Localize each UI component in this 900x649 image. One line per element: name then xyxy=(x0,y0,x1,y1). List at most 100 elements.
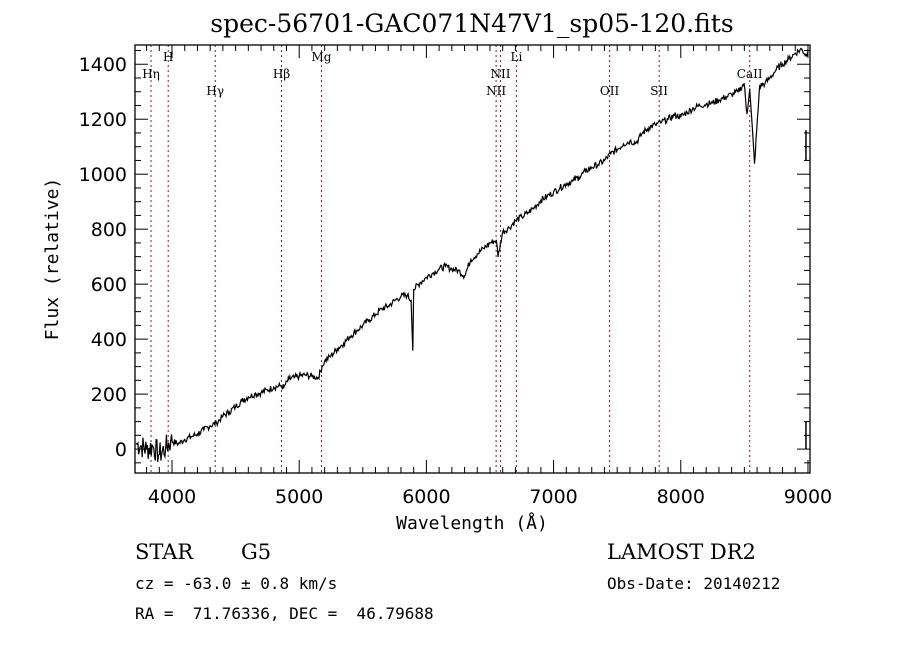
object-class: STAR xyxy=(135,540,194,564)
data-point xyxy=(288,378,290,380)
data-point xyxy=(508,227,510,229)
data-point xyxy=(311,375,313,377)
data-point xyxy=(753,162,756,164)
data-point xyxy=(387,305,389,307)
spectral-line-label: SII xyxy=(650,84,668,98)
data-point xyxy=(794,52,796,54)
data-point xyxy=(521,216,523,218)
data-point xyxy=(324,360,326,362)
data-point xyxy=(355,330,358,332)
data-point xyxy=(321,366,323,368)
data-point xyxy=(298,375,300,377)
data-point xyxy=(686,111,688,113)
series-flux xyxy=(136,47,809,462)
data-point xyxy=(228,411,230,413)
x-tick-label: 9000 xyxy=(784,486,832,508)
data-point xyxy=(247,396,249,398)
data-point xyxy=(304,374,307,376)
data-point xyxy=(140,445,143,447)
data-point xyxy=(279,385,281,387)
y-tick-label: 1000 xyxy=(79,164,127,186)
data-point xyxy=(711,102,714,104)
data-point xyxy=(196,433,199,435)
data-point xyxy=(400,295,402,298)
data-point xyxy=(413,289,415,291)
data-point xyxy=(444,265,447,267)
data-point xyxy=(273,386,275,388)
data-point xyxy=(190,436,192,438)
data-point xyxy=(317,377,319,379)
data-point xyxy=(293,377,295,379)
y-tick-label: 800 xyxy=(91,219,127,241)
data-point xyxy=(514,220,517,222)
data-point xyxy=(603,159,606,162)
data-point xyxy=(502,231,504,233)
data-point xyxy=(540,199,542,201)
data-point xyxy=(451,268,453,270)
data-point xyxy=(775,69,777,71)
data-point xyxy=(254,393,256,395)
data-point xyxy=(410,300,412,302)
data-point xyxy=(737,91,739,93)
spectral-line-label: Hβ xyxy=(273,67,290,81)
data-point xyxy=(393,300,396,302)
data-point xyxy=(661,121,663,123)
data-point xyxy=(552,191,555,193)
data-point xyxy=(170,440,172,442)
y-axis-label: Flux (relative) xyxy=(42,178,63,341)
data-point xyxy=(769,77,771,79)
x-axis: 4000 5000 6000 7000 8000 9000 xyxy=(146,45,832,508)
data-point xyxy=(463,275,466,277)
data-point xyxy=(222,415,224,417)
data-point xyxy=(724,96,726,98)
spectrum-series xyxy=(135,47,809,462)
x-tick-label: 4000 xyxy=(148,486,196,508)
data-point xyxy=(381,308,383,310)
data-point xyxy=(438,268,440,270)
data-point xyxy=(759,85,761,87)
spectral-line-label: H xyxy=(163,50,173,64)
y-tick-label: 600 xyxy=(91,274,127,296)
data-point xyxy=(629,140,631,142)
data-point xyxy=(215,422,218,424)
data-point xyxy=(419,282,421,284)
y-tick-label: 1400 xyxy=(79,54,127,76)
data-point xyxy=(432,272,434,274)
y-tick-label: 1200 xyxy=(79,109,127,131)
data-point xyxy=(158,453,160,456)
data-point xyxy=(135,442,137,445)
data-point xyxy=(591,166,593,168)
data-point xyxy=(470,258,472,261)
spectral-line-label: Mg xyxy=(311,50,331,64)
data-point xyxy=(533,206,536,208)
data-point xyxy=(667,118,669,120)
data-point xyxy=(584,170,586,173)
data-point xyxy=(801,48,803,50)
data-point xyxy=(616,148,618,151)
data-point xyxy=(781,63,784,65)
data-point xyxy=(705,103,707,105)
data-point xyxy=(648,126,650,129)
data-point xyxy=(283,386,285,388)
data-point xyxy=(642,132,644,134)
data-point xyxy=(425,276,427,278)
survey-name: LAMOST DR2 xyxy=(607,540,756,564)
data-point xyxy=(343,342,345,344)
data-point xyxy=(209,425,211,427)
data-point xyxy=(635,141,637,144)
data-point xyxy=(495,239,497,241)
data-point xyxy=(597,163,599,166)
spectral-line-label: Hγ xyxy=(206,84,224,98)
data-point xyxy=(165,447,167,449)
spectral-line-label: OII xyxy=(600,84,620,98)
data-point xyxy=(622,143,625,145)
data-point xyxy=(806,55,808,57)
x-axis-label: Wavelength (Å) xyxy=(396,512,548,534)
data-point xyxy=(559,187,561,189)
x-tick-label: 6000 xyxy=(402,486,450,508)
data-point xyxy=(483,247,485,250)
data-point xyxy=(362,324,364,326)
data-point xyxy=(788,58,790,60)
